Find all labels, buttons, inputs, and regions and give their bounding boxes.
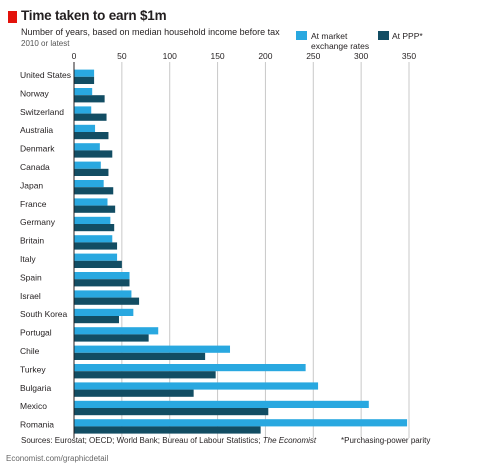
bar-market-rate xyxy=(74,216,111,224)
category-label: Mexico xyxy=(20,401,47,411)
x-tick-label: 250 xyxy=(306,51,320,61)
legend-label-ppp: At PPP* xyxy=(392,31,423,41)
bar-market-rate xyxy=(74,235,113,243)
bar-market-rate xyxy=(74,290,132,298)
legend-label-market: At market exchange rates xyxy=(311,31,370,51)
x-tick-label: 0 xyxy=(72,51,77,61)
category-label: South Korea xyxy=(20,309,68,319)
sources-note: Sources: Eurostat; OECD; World Bank; Bur… xyxy=(21,436,316,445)
bar-market-rate xyxy=(74,253,118,261)
category-label: Spain xyxy=(20,272,42,282)
bar-ppp xyxy=(74,187,114,195)
bar-ppp xyxy=(74,150,113,158)
bar-market-rate xyxy=(74,198,108,206)
bar-market-rate xyxy=(74,308,134,316)
bar-ppp xyxy=(74,205,116,213)
bar-ppp xyxy=(74,168,109,176)
category-label: Bulgaria xyxy=(20,383,51,393)
category-label: Britain xyxy=(20,236,44,246)
bar-market-rate xyxy=(74,345,231,353)
bar-ppp xyxy=(74,224,115,232)
bar-market-rate xyxy=(74,88,93,96)
category-label: Romania xyxy=(20,420,54,430)
sources-publication: The Economist xyxy=(262,436,317,445)
bar-ppp xyxy=(74,334,149,342)
bar-ppp xyxy=(74,132,109,140)
category-label: Germany xyxy=(20,217,56,227)
category-label: Japan xyxy=(20,180,43,190)
bar-market-rate xyxy=(74,161,101,169)
bar-ppp xyxy=(74,95,105,103)
bar-market-rate xyxy=(74,143,100,151)
chart-title: Time taken to earn $1m xyxy=(21,8,167,23)
category-label: Portugal xyxy=(20,328,52,338)
category-label: France xyxy=(20,199,47,209)
bar-ppp xyxy=(74,408,269,416)
bar-market-rate xyxy=(74,272,130,280)
category-label: Switzerland xyxy=(20,107,64,117)
x-tick-label: 100 xyxy=(163,51,177,61)
ppp-footnote: *Purchasing-power parity xyxy=(341,436,431,445)
bar-market-rate xyxy=(74,106,92,114)
bar-ppp xyxy=(74,297,140,305)
bar-market-rate xyxy=(74,382,319,390)
x-tick-label: 350 xyxy=(402,51,416,61)
bar-ppp xyxy=(74,113,107,121)
x-tick-label: 150 xyxy=(210,51,224,61)
bar-ppp xyxy=(74,389,194,397)
bar-ppp xyxy=(74,426,261,434)
bar-market-rate xyxy=(74,69,95,77)
bar-ppp xyxy=(74,76,95,84)
legend-swatch-market xyxy=(296,31,307,40)
brand-red-tag xyxy=(8,11,17,23)
legend-swatch-ppp xyxy=(378,31,389,40)
bar-market-rate xyxy=(74,124,96,132)
bar-market-rate xyxy=(74,400,369,408)
bar-ppp xyxy=(74,352,206,360)
x-tick-label: 200 xyxy=(258,51,272,61)
category-label: Chile xyxy=(20,346,40,356)
chart-note: 2010 or latest xyxy=(21,39,70,48)
bar-market-rate xyxy=(74,327,159,335)
bar-ppp xyxy=(74,316,119,324)
source-url: Economist.com/graphicdetail xyxy=(6,454,109,463)
category-label: Israel xyxy=(20,291,41,301)
bar-ppp xyxy=(74,242,118,250)
category-label: Canada xyxy=(20,162,50,172)
bar-ppp xyxy=(74,279,130,287)
bar-market-rate xyxy=(74,364,306,372)
category-label: Norway xyxy=(20,88,50,98)
category-label: United States xyxy=(20,70,71,80)
category-label: Italy xyxy=(20,254,36,264)
bar-market-rate xyxy=(74,180,104,188)
category-label: Denmark xyxy=(20,144,55,154)
x-tick-label: 50 xyxy=(117,51,127,61)
x-tick-label: 300 xyxy=(354,51,368,61)
bar-ppp xyxy=(74,371,216,379)
category-label: Turkey xyxy=(20,364,46,374)
sources-text: Sources: Eurostat; OECD; World Bank; Bur… xyxy=(21,436,263,445)
chart-subtitle: Number of years, based on median househo… xyxy=(21,27,280,37)
category-label: Australia xyxy=(20,125,53,135)
bar-ppp xyxy=(74,260,122,268)
bar-market-rate xyxy=(74,419,408,427)
